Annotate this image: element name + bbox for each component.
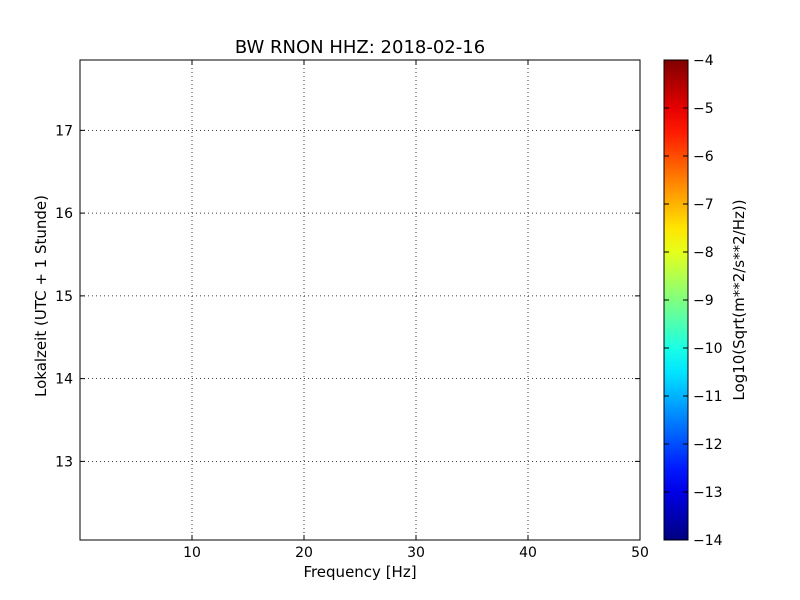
colorbar-tick-label: −10: [693, 341, 723, 357]
colorbar-tick-label: −6: [693, 149, 714, 165]
colorbar-label: Log10(Sqrt(m**2/s**2/Hz)): [730, 199, 748, 400]
x-axis-ticks: 10 20 30 40 50: [183, 60, 649, 561]
colorbar-tick-label: −12: [693, 437, 723, 453]
colorbar-tick-label: −14: [693, 533, 723, 549]
colorbar-tick-label: −7: [693, 197, 714, 213]
x-axis-label: Frequency [Hz]: [303, 563, 416, 581]
colorbar-tick-label: −8: [693, 245, 714, 261]
x-tick-label: 40: [519, 545, 537, 561]
colorbar-tick-label: −11: [693, 389, 723, 405]
colorbar-tick-label: −9: [693, 293, 714, 309]
y-tick-label: 17: [55, 123, 73, 139]
colorbar-ticks: −4 −5 −6 −7 −8 −9 −10 −11 −12 −13 −14: [664, 53, 723, 549]
colorbar-tick-label: −13: [693, 485, 723, 501]
plot-frame: [79, 59, 641, 541]
y-tick-label: 15: [55, 289, 73, 305]
chart-title: BW RNON HHZ: 2018-02-16: [235, 37, 485, 58]
x-tick-label: 10: [183, 545, 201, 561]
y-tick-label: 13: [55, 454, 73, 470]
x-tick-label: 50: [631, 545, 649, 561]
y-tick-label: 14: [55, 372, 73, 388]
y-axis-label: Lokalzeit (UTC + 1 Stunde): [32, 195, 50, 397]
colorbar-tick-label: −5: [693, 101, 714, 117]
colorbar-tick-label: −4: [693, 53, 714, 69]
x-tick-label: 30: [407, 545, 425, 561]
x-tick-label: 20: [295, 545, 313, 561]
grid-lines: [80, 60, 640, 540]
y-tick-label: 16: [55, 206, 73, 222]
y-axis-ticks: 13 14 15 16 17: [55, 123, 640, 470]
